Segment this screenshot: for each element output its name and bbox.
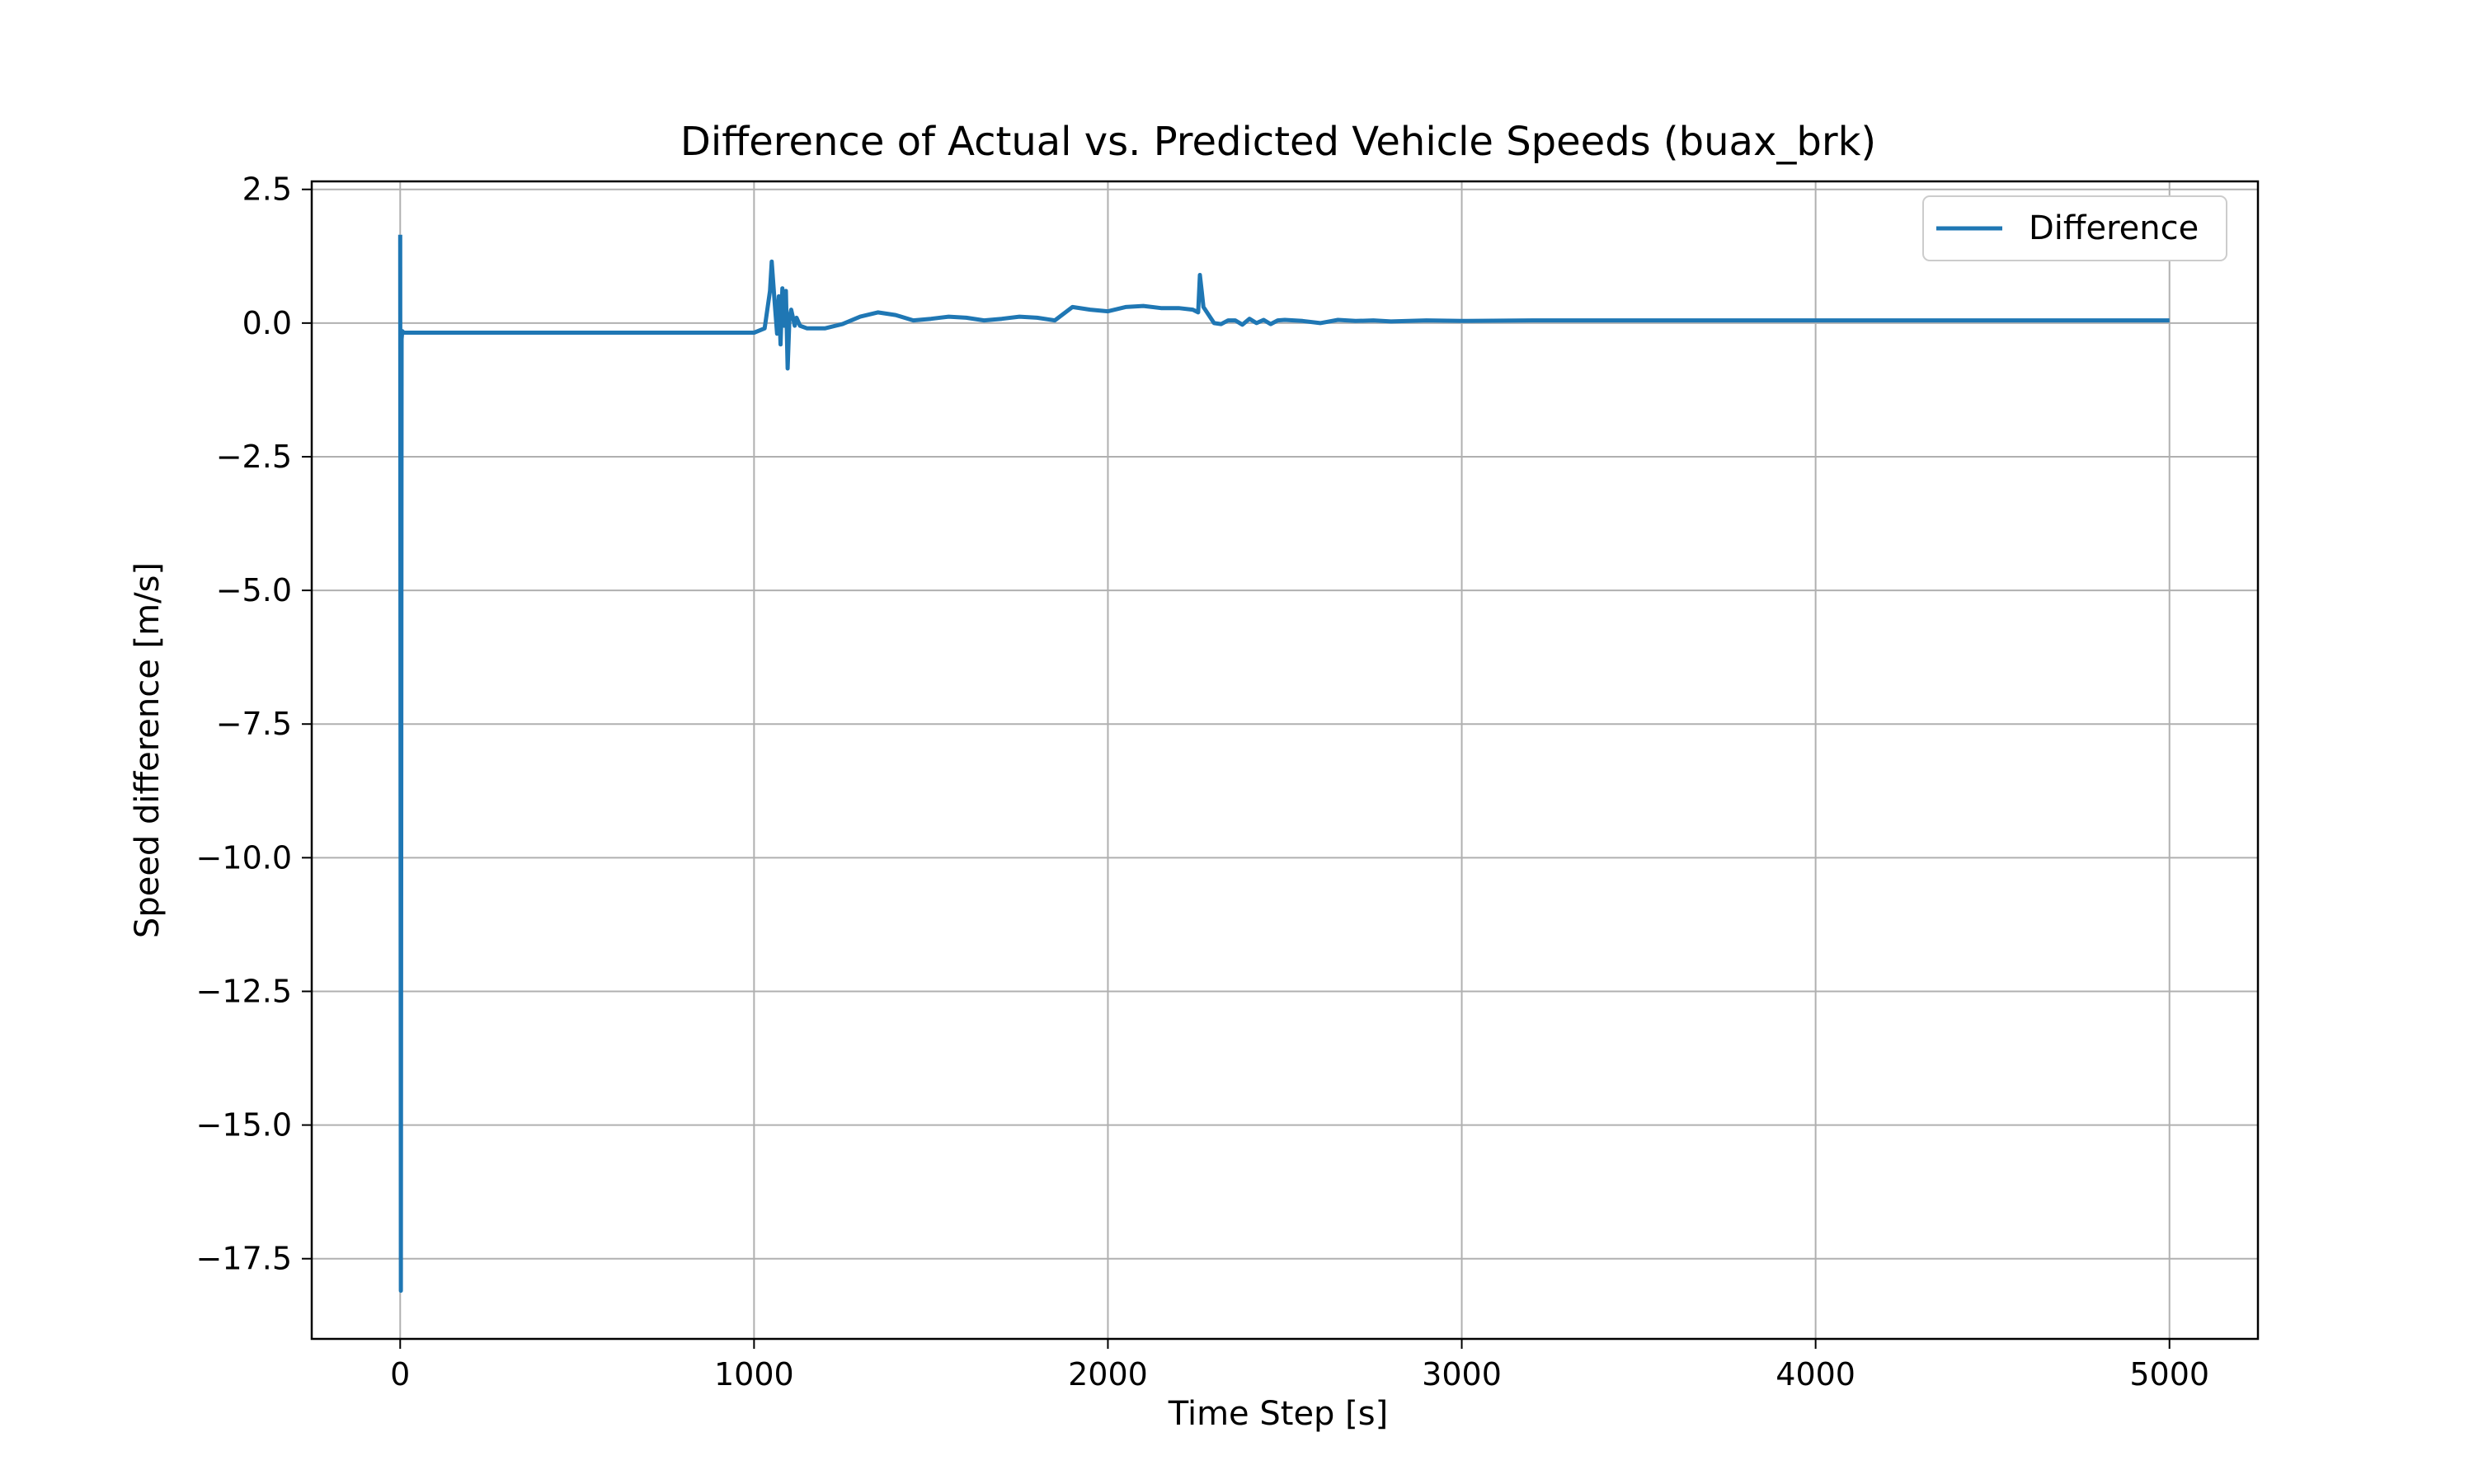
y-tick-label: −2.5 — [216, 439, 292, 475]
grid — [312, 181, 2258, 1339]
x-tick-label: 4000 — [1776, 1356, 1856, 1392]
y-tick-label: −17.5 — [196, 1241, 292, 1277]
series-line-difference — [397, 234, 2170, 1294]
y-axis-label: Speed difference [m/s] — [129, 562, 167, 938]
x-tick-label: 1000 — [714, 1356, 794, 1392]
y-tick-label: −7.5 — [216, 706, 292, 742]
y-tick-label: −12.5 — [196, 973, 292, 1009]
legend: Difference — [1922, 195, 2227, 261]
y-tick-label: 2.5 — [242, 171, 292, 208]
x-axis-label: Time Step [s] — [1168, 1395, 1388, 1433]
x-tick-label: 0 — [390, 1356, 410, 1392]
y-tick-label: −15.0 — [196, 1107, 292, 1144]
plot-area-frame — [310, 180, 2260, 1341]
x-axis-ticks: 0 1000 2000 3000 4000 5000 — [390, 1339, 2209, 1392]
x-tick-label: 3000 — [1422, 1356, 1502, 1392]
y-tick-label: −10.0 — [196, 839, 292, 876]
y-tick-label: 0.0 — [242, 305, 292, 341]
x-tick-label: 2000 — [1068, 1356, 1148, 1392]
y-axis-ticks: 2.5 0.0 −2.5 −5.0 −7.5 −10.0 −12.5 −15.0 −17.5 — [196, 171, 312, 1277]
legend-label-difference: Difference — [2029, 209, 2199, 247]
x-tick-label: 5000 — [2129, 1356, 2209, 1392]
chart-title: Difference of Actual vs. Predicted Vehic… — [680, 119, 1876, 165]
legend-box — [1922, 195, 2227, 261]
series-layer — [397, 234, 2170, 1294]
y-tick-label: −5.0 — [216, 572, 292, 608]
